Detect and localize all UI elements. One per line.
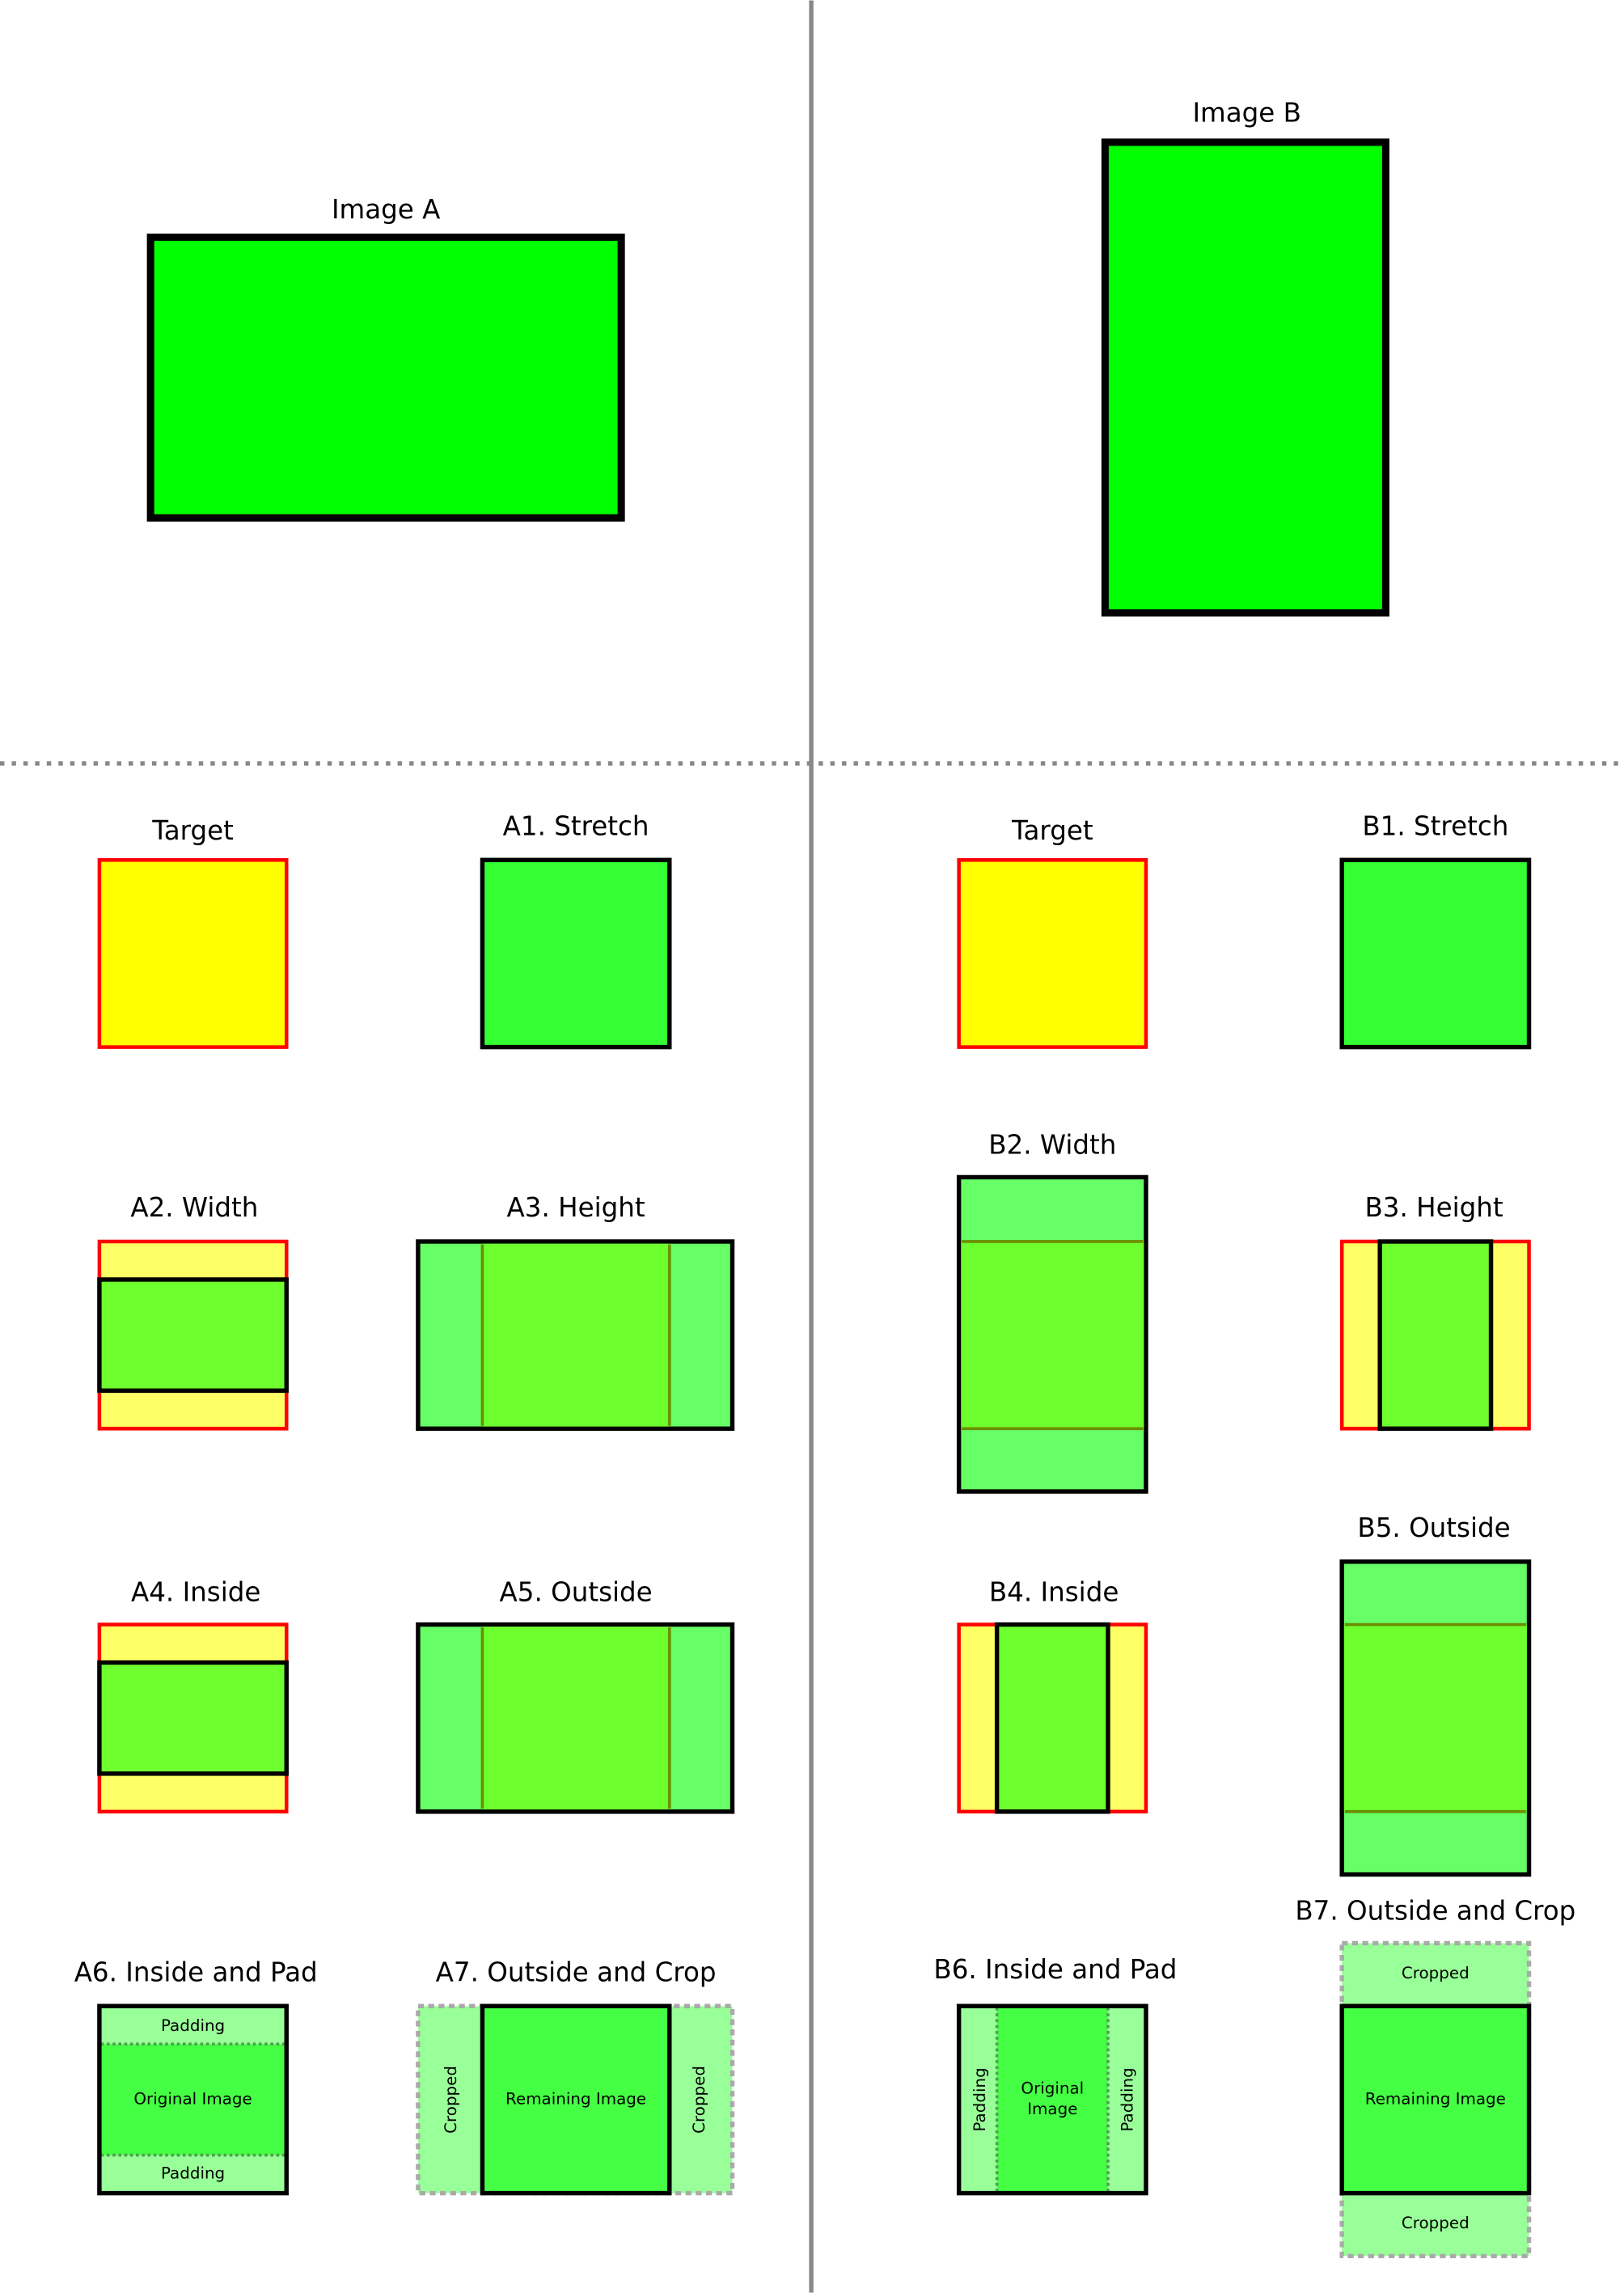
b5-outside (1339, 1559, 1532, 1877)
original-image-label: Original Image (133, 2089, 252, 2108)
a1-label: A1. Stretch (503, 811, 649, 842)
a1-stretch (480, 857, 672, 1050)
cropped-label: Cropped (690, 2066, 708, 2134)
remaining-image-label: Remaining Image (505, 2089, 646, 2108)
b1-label: B1. Stretch (1362, 811, 1508, 842)
target-a-label: Target (151, 815, 234, 846)
target-b (957, 857, 1148, 1049)
padding-label: Padding (161, 2164, 225, 2183)
a5-label: A5. Outside (500, 1577, 653, 1608)
padding-label: Padding (161, 2016, 225, 2035)
a6-label: A6. Inside and Pad (74, 1957, 318, 1988)
a7-label: A7. Outside and Crop (436, 1957, 717, 1988)
a4-inside (97, 1622, 289, 1814)
b4-inside (957, 1622, 1148, 1814)
b3-label: B3. Height (1364, 1192, 1503, 1223)
image-b-label: Image B (1192, 98, 1300, 129)
padding-label: Padding (1119, 2067, 1137, 2131)
b4-label: B4. Inside (989, 1577, 1119, 1608)
a2-label: A2. Width (130, 1192, 258, 1223)
target-b-label: Target (1011, 815, 1093, 846)
a3-height (416, 1239, 735, 1432)
b7-outside-and-crop: Cropped Remaining Image Cropped (1339, 1940, 1532, 2259)
b3-height (1339, 1239, 1531, 1432)
b2-width (956, 1174, 1148, 1494)
original-label: Original (1021, 2079, 1084, 2098)
a5-outside (416, 1622, 735, 1814)
image-label: Image (1027, 2100, 1077, 2118)
padding-label: Padding (971, 2067, 989, 2131)
b2-label: B2. Width (988, 1130, 1116, 1161)
cropped-label: Cropped (1402, 1964, 1470, 1982)
b6-inside-and-pad: Padding Original Image Padding (956, 2003, 1148, 2196)
image-a-label: Image A (332, 194, 440, 225)
a2-width (97, 1239, 289, 1431)
target-a (97, 857, 289, 1049)
a4-label: A4. Inside (131, 1577, 260, 1608)
cropped-label: Cropped (1402, 2214, 1470, 2232)
b6-label: B6. Inside and Pad (933, 1954, 1177, 1985)
image-b (1101, 138, 1389, 617)
cropped-label: Cropped (442, 2066, 460, 2134)
b5-label: B5. Outside (1357, 1512, 1510, 1543)
image-a (146, 233, 625, 522)
b7-label: B7. Outside and Crop (1295, 1896, 1575, 1927)
remaining-image-label: Remaining Image (1365, 2089, 1506, 2108)
a7-outside-and-crop: Cropped Remaining Image Cropped (416, 2003, 735, 2196)
a3-label: A3. Height (507, 1192, 645, 1223)
a6-inside-and-pad: Padding Original Image Padding (97, 2003, 289, 2196)
b1-stretch (1339, 857, 1532, 1050)
